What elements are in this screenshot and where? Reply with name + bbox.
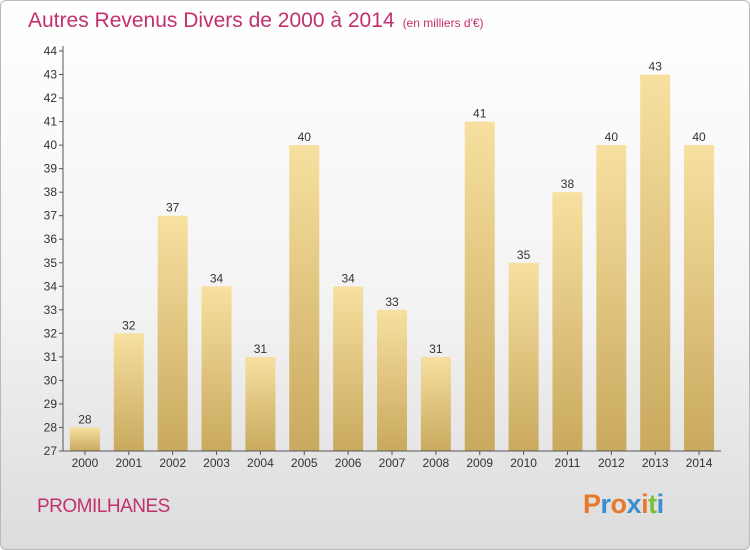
x-tick-label: 2005 <box>291 456 318 470</box>
x-tick-label: 2010 <box>510 456 537 470</box>
bar <box>245 356 276 451</box>
data-label: 38 <box>561 177 575 191</box>
bar <box>684 145 715 451</box>
y-tick-label: 27 <box>44 444 58 458</box>
y-tick-label: 44 <box>44 44 58 58</box>
y-tick-label: 32 <box>44 326 58 340</box>
logo-letter: r <box>600 489 612 519</box>
x-tick-label: 2006 <box>335 456 362 470</box>
data-label: 41 <box>473 107 487 121</box>
x-tick-label: 2011 <box>555 456 581 470</box>
y-tick-label: 31 <box>44 350 58 364</box>
y-tick-label: 33 <box>44 303 58 317</box>
data-label: 31 <box>429 342 443 356</box>
x-tick-label: 2007 <box>379 456 406 470</box>
y-tick-label: 30 <box>44 373 58 387</box>
data-label: 40 <box>605 130 619 144</box>
data-label: 33 <box>385 295 399 309</box>
proxiti-logo: Proxiti <box>583 489 664 520</box>
bar <box>377 309 407 451</box>
logo-letter: t <box>648 489 657 519</box>
x-tick-label: 2000 <box>72 456 99 470</box>
bar <box>333 286 364 451</box>
y-tick-label: 38 <box>44 185 58 199</box>
y-tick-label: 36 <box>44 232 58 246</box>
x-tick-label: 2002 <box>159 456 186 470</box>
y-tick-label: 35 <box>44 256 58 270</box>
data-label: 34 <box>210 271 224 285</box>
data-label: 40 <box>298 130 312 144</box>
x-tick-label: 2008 <box>423 456 450 470</box>
x-tick-label: 2001 <box>115 456 142 470</box>
y-tick-label: 28 <box>44 420 58 434</box>
chart-title-text: Autres Revenus Divers de 2000 à 2014 <box>28 9 395 32</box>
chart-title: Autres Revenus Divers de 2000 à 2014 (en … <box>28 9 484 33</box>
logo-letter: i <box>656 489 665 519</box>
y-tick-label: 43 <box>44 68 58 82</box>
logo-letter: P <box>583 489 601 519</box>
bar <box>552 192 583 452</box>
y-tick-label: 42 <box>44 91 58 105</box>
x-tick-label: 2014 <box>686 456 713 470</box>
y-tick-label: 37 <box>44 209 58 223</box>
x-tick-label: 2009 <box>466 456 493 470</box>
bar <box>69 427 100 451</box>
chart-subtitle: (en milliers d'€) <box>402 16 484 30</box>
bar <box>201 286 232 451</box>
logo-letter: i <box>641 489 649 519</box>
y-tick-label: 29 <box>44 397 58 411</box>
bar <box>596 145 627 451</box>
data-label: 28 <box>78 412 92 426</box>
data-label: 34 <box>341 271 355 285</box>
data-label: 31 <box>254 342 268 356</box>
bar <box>113 333 144 451</box>
data-label: 37 <box>166 201 180 215</box>
bar <box>157 215 188 451</box>
data-label: 32 <box>122 318 136 332</box>
x-tick-label: 2003 <box>203 456 230 470</box>
x-tick-label: 2004 <box>247 456 274 470</box>
logo-letter: o <box>610 489 628 519</box>
data-label: 35 <box>517 248 531 262</box>
bar <box>289 145 320 451</box>
logo-letter: x <box>626 489 642 519</box>
x-tick-label: 2013 <box>642 456 669 470</box>
y-tick-label: 40 <box>44 138 58 152</box>
y-tick-label: 41 <box>44 115 58 129</box>
bar <box>640 74 671 451</box>
x-tick-label: 2012 <box>598 456 625 470</box>
y-tick-label: 34 <box>44 279 58 293</box>
y-tick-label: 39 <box>44 162 58 176</box>
commune-name: PROMILHANES <box>37 496 170 517</box>
bar <box>464 121 495 452</box>
data-label: 40 <box>692 130 706 144</box>
bar <box>508 262 539 451</box>
bar <box>420 356 451 451</box>
data-label: 43 <box>649 60 663 74</box>
